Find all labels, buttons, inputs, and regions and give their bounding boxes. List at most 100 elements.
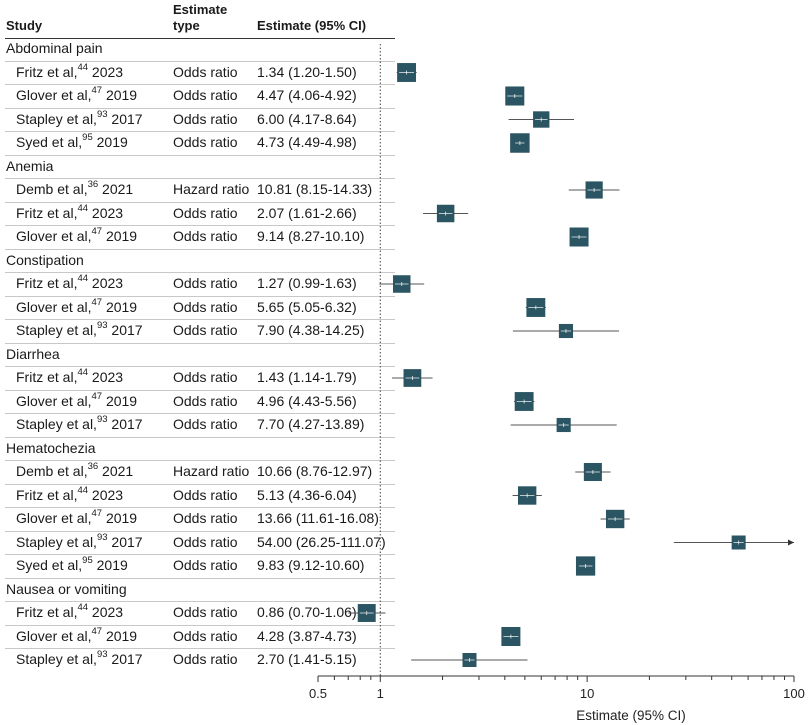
reference-number: 44 — [77, 367, 89, 378]
study-author: Glover et al, — [16, 510, 92, 526]
reference-number: 95 — [82, 555, 93, 566]
estimate-type: Odds ratio — [173, 627, 238, 644]
estimate-ci-value: 7.70 (4.27-13.89) — [257, 416, 365, 432]
row-divider — [5, 272, 395, 274]
ci-overflow-arrow — [788, 539, 794, 546]
estimate-type: Hazard ratio — [173, 463, 250, 479]
estimate-ci-value: 13.66 (11.61-16.08) — [257, 510, 379, 526]
reference-number: 44 — [77, 484, 89, 496]
estimate-ci-value: 7.90 (4.38-14.25) — [257, 322, 365, 338]
study-name: Fritz et al,44 2023 — [16, 273, 124, 291]
study-name: Glover et al,47 2019 — [16, 226, 138, 244]
row-divider — [5, 154, 395, 156]
study-year: 2017 — [107, 651, 143, 667]
row-divider — [5, 624, 395, 626]
study-name: Syed et al,95 2019 — [16, 555, 128, 573]
study-author: Fritz et al, — [16, 604, 78, 620]
estimate-ci-value: 1.43 (1.14-1.79) — [257, 369, 357, 385]
study-author: Syed et al, — [16, 134, 83, 150]
row-divider — [5, 84, 395, 86]
estimate-type: Odds ratio — [173, 228, 238, 244]
study-name: Fritz et al,44 2023 — [16, 202, 124, 221]
study-author: Demb et al, — [16, 181, 88, 197]
estimate-ci-value: 4.73 (4.49-4.98) — [257, 134, 357, 150]
study-author: Stapley et al, — [16, 110, 97, 127]
estimate-ci-value: 1.27 (0.99-1.63) — [257, 275, 357, 291]
reference-number: 47 — [91, 508, 103, 519]
row-divider — [5, 460, 395, 462]
row-divider — [5, 389, 395, 391]
row-divider — [5, 201, 395, 203]
study-name: Fritz et al,44 2023 — [16, 602, 124, 620]
study-author: Stapley et al, — [16, 533, 97, 550]
estimate-ci-value: 2.07 (1.61-2.66) — [257, 204, 357, 221]
reference-number: 44 — [77, 202, 89, 214]
study-author: Glover et al, — [16, 392, 92, 409]
row-divider — [5, 507, 395, 509]
estimate-ci-value: 5.13 (4.36-6.04) — [257, 486, 357, 503]
estimate-type: Odds ratio — [173, 510, 238, 526]
reference-number: 36 — [87, 179, 99, 190]
estimate-ci-value: 54.00 (26.25-111.07) — [257, 533, 386, 550]
estimate-type: Odds ratio — [173, 110, 238, 127]
study-year: 2023 — [88, 604, 124, 620]
study-year: 2023 — [88, 369, 124, 385]
group-label: Abdominal pain — [6, 40, 103, 56]
study-year: 2019 — [102, 510, 138, 526]
study-author: Glover et al, — [16, 298, 92, 315]
study-name: Stapley et al,93 2017 — [16, 531, 143, 550]
study-year: 2023 — [88, 275, 124, 291]
study-author: Stapley et al, — [16, 651, 97, 667]
estimate-ci-value: 2.70 (1.41-5.15) — [257, 651, 357, 667]
study-author: Glover et al, — [16, 228, 92, 244]
estimate-type: Odds ratio — [173, 87, 238, 103]
x-tick-label: 0.5 — [309, 686, 327, 701]
estimate-type: Hazard ratio — [173, 181, 250, 197]
reference-number: 47 — [91, 85, 103, 96]
row-divider — [5, 483, 395, 485]
study-year: 2017 — [107, 416, 143, 432]
study-name: Stapley et al,93 2017 — [16, 320, 143, 338]
study-author: Demb et al, — [16, 463, 88, 479]
reference-number: 44 — [77, 602, 89, 613]
study-year: 2023 — [88, 204, 124, 221]
study-year: 2021 — [98, 463, 134, 479]
study-name: Glover et al,47 2019 — [16, 508, 138, 526]
study-author: Glover et al, — [16, 627, 92, 644]
reference-number: 36 — [87, 461, 99, 472]
study-author: Fritz et al, — [16, 204, 78, 221]
study-year: 2019 — [102, 228, 138, 244]
study-author: Stapley et al, — [16, 416, 97, 432]
row-divider — [5, 131, 395, 133]
estimate-ci-value: 4.28 (3.87-4.73) — [257, 627, 357, 644]
row-divider — [5, 178, 395, 180]
row-divider — [5, 413, 395, 415]
study-author: Fritz et al, — [16, 369, 78, 385]
x-tick-label: 100 — [783, 686, 805, 701]
row-divider — [5, 554, 395, 556]
header-estimate-type-line2: type — [173, 18, 200, 33]
row-divider — [5, 342, 395, 344]
estimate-type: Odds ratio — [173, 486, 238, 503]
study-name: Demb et al,36 2021 — [16, 461, 134, 479]
study-year: 2023 — [88, 63, 124, 80]
study-name: Glover et al,47 2019 — [16, 297, 137, 315]
group-label: Hematochezia — [6, 439, 96, 456]
estimate-ci-value: 9.83 (9.12-10.60) — [257, 557, 365, 573]
estimate-ci-value: 6.00 (4.17-8.64) — [257, 110, 357, 127]
study-year: 2019 — [102, 627, 138, 644]
row-divider — [5, 248, 395, 250]
estimate-ci-value: 1.34 (1.20-1.50) — [257, 63, 357, 80]
reference-number: 93 — [96, 414, 108, 425]
study-year: 2019 — [92, 557, 128, 573]
study-year: 2017 — [107, 533, 143, 550]
estimate-type: Odds ratio — [173, 392, 238, 409]
study-author: Glover et al, — [16, 87, 92, 103]
estimate-type: Odds ratio — [173, 416, 238, 432]
estimate-ci-value: 5.65 (5.05-6.32) — [257, 298, 357, 315]
x-axis-title: Estimate (95% CI) — [576, 708, 686, 723]
header-estimate-ci: Estimate (95% CI) — [257, 18, 367, 33]
reference-number: 93 — [96, 531, 108, 543]
reference-number: 44 — [77, 61, 89, 73]
